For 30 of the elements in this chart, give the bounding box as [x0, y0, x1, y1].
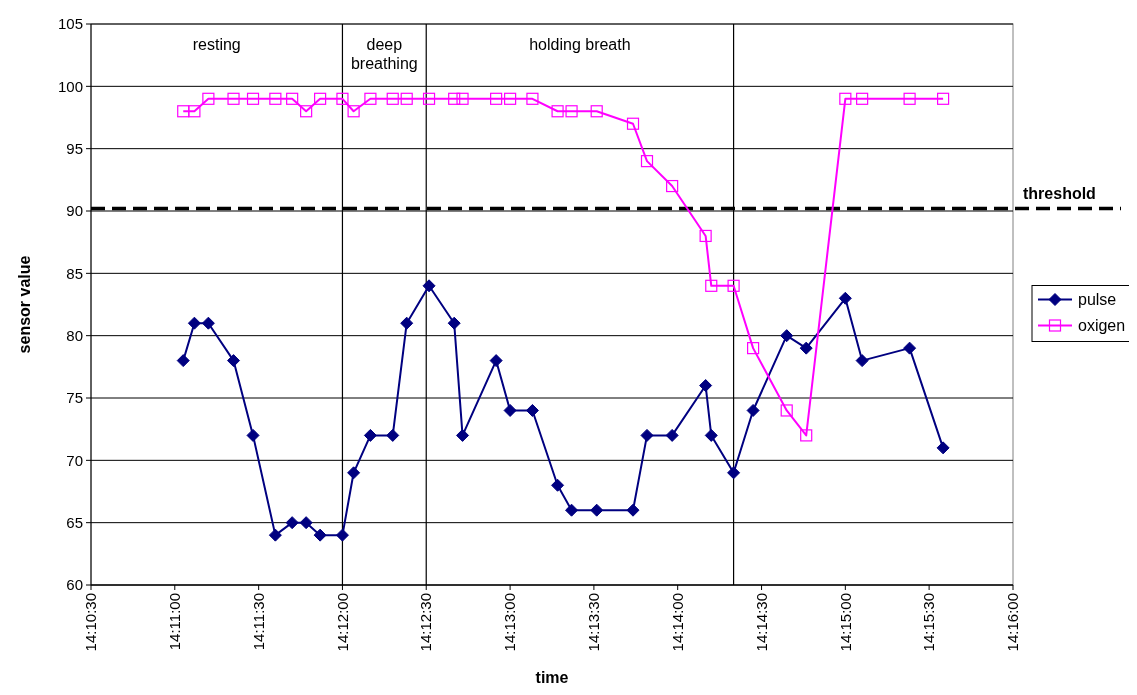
legend-label: pulse: [1078, 291, 1117, 309]
y-tick-label: 95: [66, 139, 83, 157]
y-tick-label: 70: [66, 451, 83, 469]
x-tick-label: 14:14:00: [668, 593, 686, 652]
x-tick-label: 14:11:30: [249, 593, 267, 651]
annotation: resting: [192, 35, 241, 53]
x-tick-label: 14:14:30: [752, 593, 770, 652]
x-tick-label: 14:12:00: [333, 593, 351, 652]
y-tick-label: 75: [66, 389, 83, 407]
x-tick-label: 14:13:00: [501, 593, 519, 652]
y-tick-label: 105: [57, 15, 83, 33]
y-tick-label: 100: [57, 77, 83, 95]
y-tick-label: 65: [66, 513, 83, 531]
y-tick-label: 85: [66, 264, 83, 282]
x-tick-label: 14:13:30: [585, 593, 603, 652]
y-tick-label: 60: [66, 576, 83, 594]
x-tick-label: 14:15:00: [836, 593, 854, 652]
ref-line-label: threshold: [1023, 184, 1096, 202]
x-tick-label: 14:11:00: [166, 593, 184, 651]
x-axis-title: time: [535, 669, 569, 686]
annotation: deep breathing: [350, 35, 418, 72]
annotation: holding breath: [529, 35, 631, 53]
y-tick-label: 80: [66, 326, 83, 344]
x-tick-label: 14:15:30: [920, 593, 938, 652]
legend-label: oxigen: [1078, 317, 1126, 335]
x-tick-label: 14:12:30: [417, 593, 435, 652]
x-tick-label: 14:10:30: [82, 593, 100, 652]
y-tick-label: 90: [66, 202, 83, 220]
y-axis-title: sensor value: [16, 255, 33, 354]
x-tick-label: 14:16:00: [1004, 593, 1022, 652]
